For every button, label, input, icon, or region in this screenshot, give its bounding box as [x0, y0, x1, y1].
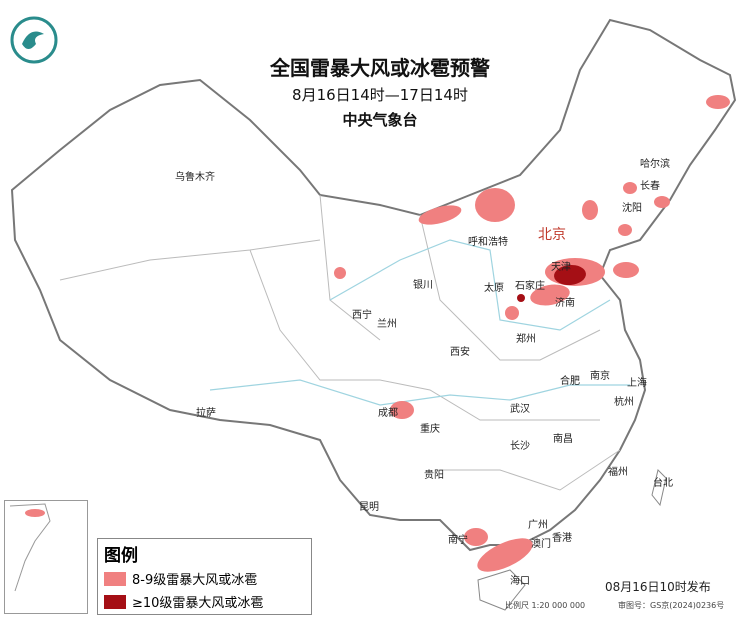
city-label: 福州 [608, 467, 628, 478]
issuer: 中央气象台 [342, 111, 418, 129]
alert-area-8-9 [582, 200, 598, 220]
publish-time: 08月16日10时发布 [605, 580, 711, 594]
alert-area-8-9 [464, 528, 488, 546]
alert-area-10-plus [517, 294, 525, 302]
cma-logo-icon [10, 16, 58, 64]
legend-swatch [104, 571, 126, 586]
city-label: 天津 [551, 262, 571, 273]
city-label: 南京 [590, 371, 610, 382]
alert-area-8-9 [505, 306, 519, 320]
china-outline [10, 18, 737, 552]
city-label: 西宁 [352, 310, 372, 321]
city-label: 北京 [538, 227, 566, 243]
city-label: 成都 [378, 408, 398, 419]
city-label: 重庆 [420, 424, 440, 435]
province-borders [59, 194, 621, 491]
city-label: 广州 [528, 520, 548, 531]
rivers [209, 239, 630, 406]
south-china-sea-inset [4, 500, 88, 614]
city-label: 太原 [484, 283, 504, 294]
hainan-island [477, 569, 526, 611]
alert-area-10-plus [554, 264, 586, 286]
city-label: 沈阳 [622, 203, 642, 214]
city-label: 合肥 [560, 376, 580, 387]
city-label: 济南 [555, 298, 575, 309]
city-label: 长春 [640, 181, 660, 192]
city-label: 呼和浩特 [468, 237, 508, 248]
alert-area-8-9 [390, 401, 414, 419]
alert-area-8-9 [530, 284, 570, 306]
alert-area-8-9 [334, 267, 346, 279]
forecast-period: 8月16日14时—17日14时 [292, 86, 468, 104]
legend-label: 8-9级雷暴大风或冰雹 [132, 573, 258, 588]
city-label: 长沙 [510, 441, 530, 452]
city-label: 乌鲁木齐 [175, 172, 215, 183]
city-label: 武汉 [510, 404, 530, 415]
review-number: 审图号：GS京(2024)0236号 [618, 601, 725, 610]
alert-area-8-9 [613, 262, 639, 278]
city-label: 上海 [627, 378, 647, 389]
city-label: 澳门 [531, 539, 551, 550]
alert-area-8-9 [477, 538, 533, 572]
city-label: 郑州 [516, 334, 536, 345]
legend-title: 图例 [104, 546, 138, 566]
alert-area-8-9 [475, 188, 515, 222]
city-label: 拉萨 [196, 408, 216, 419]
alert-area-8-9 [654, 196, 670, 208]
legend-item-8-9: 8-9级雷暴大风或冰雹 [104, 569, 257, 588]
city-label: 台北 [653, 478, 673, 489]
legend-label: ≥10级雷暴大风或冰雹 [132, 596, 264, 611]
city-label: 昆明 [359, 502, 379, 513]
legend-swatch [104, 594, 126, 609]
map-scale: 比例尺 1:20 000 000 [505, 601, 586, 610]
alert-area-8-9 [618, 224, 632, 236]
map-title: 全国雷暴大风或冰雹预警 [270, 56, 490, 80]
alert-area-8-9 [706, 95, 730, 109]
city-label: 杭州 [614, 397, 634, 408]
city-label: 石家庄 [515, 281, 545, 292]
city-label: 西安 [450, 347, 470, 358]
city-label: 兰州 [377, 319, 397, 330]
alert-area-8-9 [623, 182, 637, 194]
legend-item-10-plus: ≥10级雷暴大风或冰雹 [104, 592, 263, 611]
taiwan-island [651, 469, 667, 507]
city-label: 海口 [510, 576, 530, 587]
city-label: 银川 [413, 280, 433, 291]
city-label: 南宁 [448, 535, 468, 546]
city-label: 贵阳 [424, 470, 444, 481]
city-label: 哈尔滨 [640, 159, 670, 170]
city-label: 香港 [552, 533, 572, 544]
city-label: 南昌 [553, 434, 573, 445]
legend: 图例 8-9级雷暴大风或冰雹 ≥10级雷暴大风或冰雹 [97, 538, 312, 615]
alert-area-8-9 [418, 205, 462, 225]
